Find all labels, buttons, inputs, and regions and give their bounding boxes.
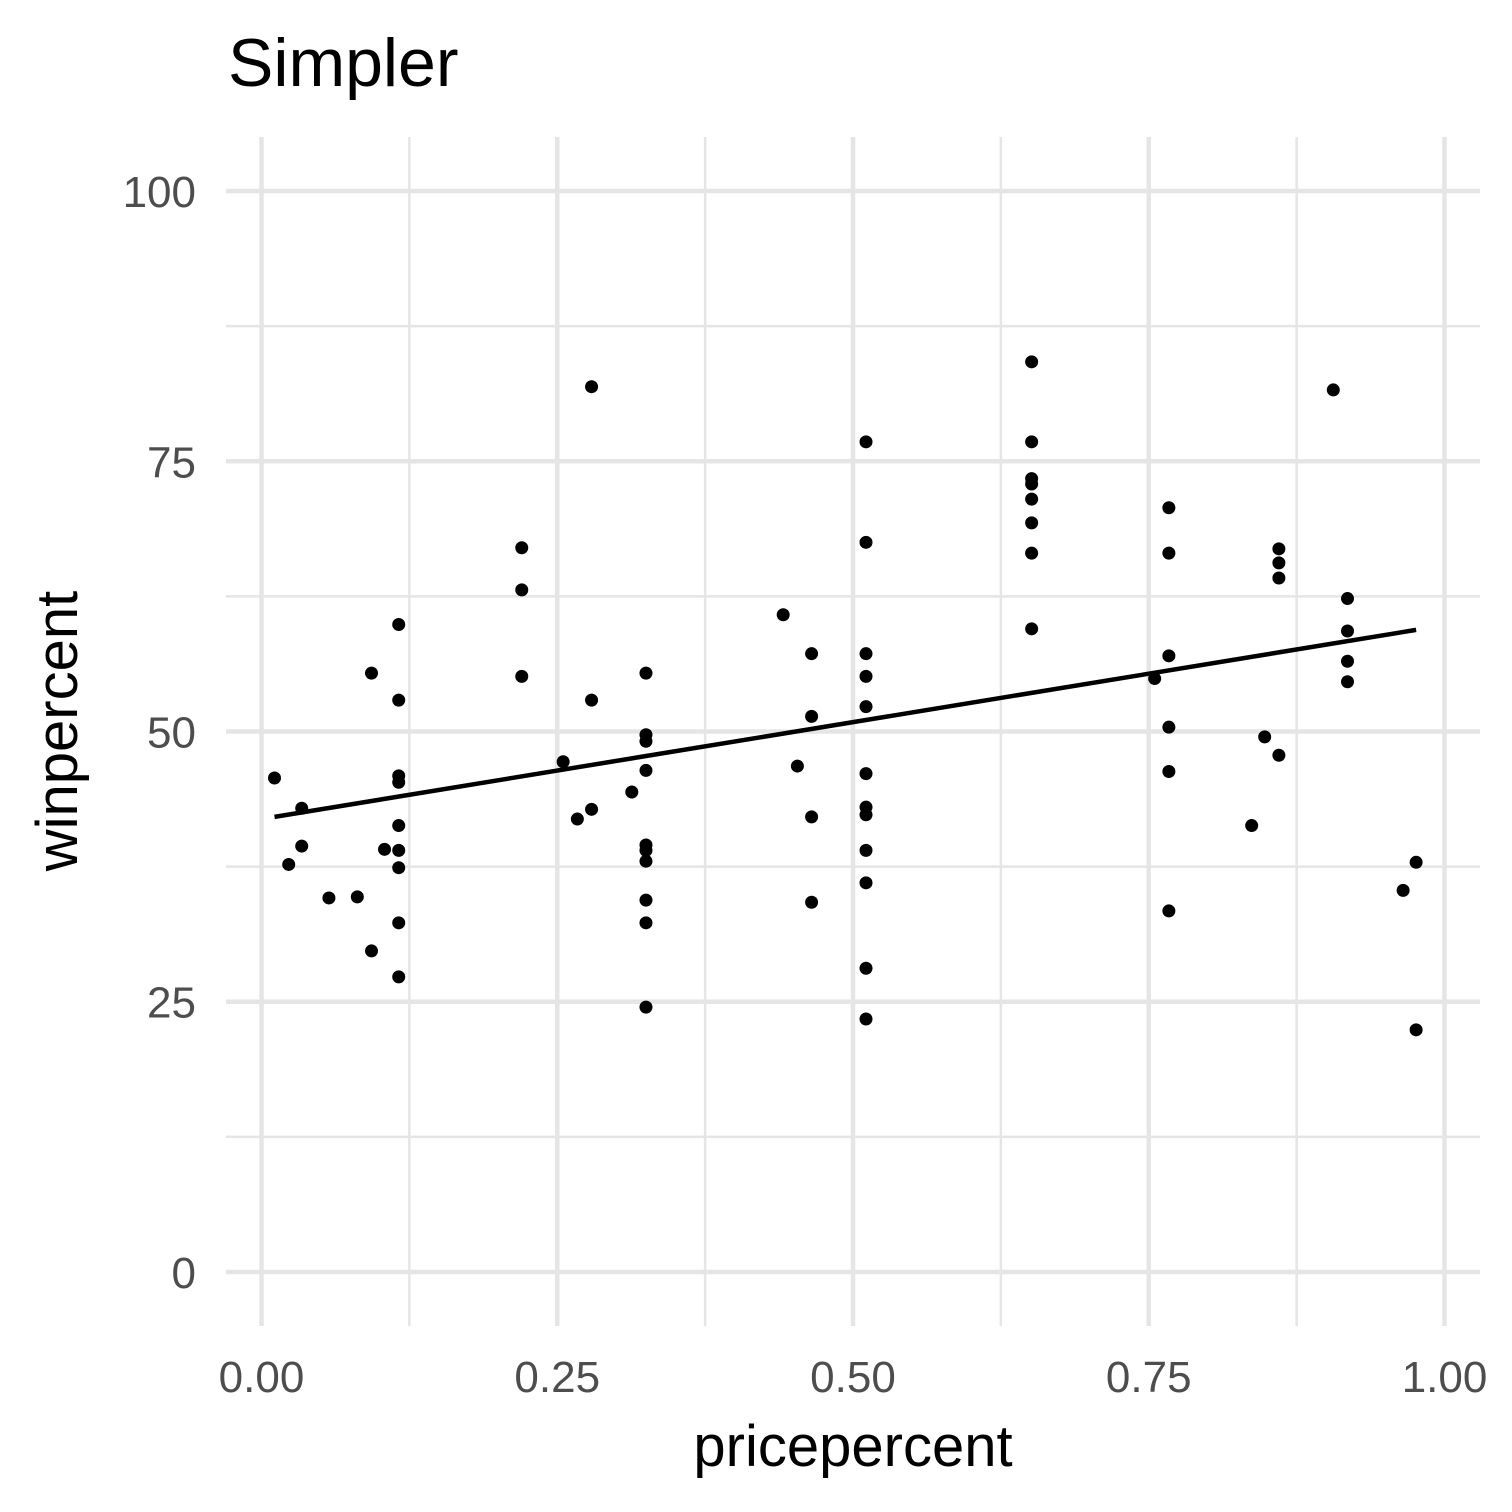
grid-lines <box>226 137 1480 1326</box>
data-point <box>515 541 529 555</box>
x-tick-label: 0.25 <box>514 1353 600 1402</box>
data-point <box>1162 904 1176 918</box>
data-point <box>639 1000 653 1014</box>
data-point <box>859 843 873 857</box>
x-axis-title: pricepercent <box>693 1414 1012 1479</box>
y-tick-labels: 0 25 50 75 100 <box>123 168 196 1298</box>
data-point <box>1025 492 1039 506</box>
data-point <box>1341 675 1355 689</box>
data-point <box>1025 355 1039 369</box>
data-point <box>1025 477 1039 491</box>
data-point <box>1162 501 1176 515</box>
data-point <box>859 808 873 822</box>
y-tick-label: 25 <box>147 979 196 1028</box>
data-point <box>282 857 296 871</box>
data-point <box>392 819 406 833</box>
data-point <box>639 843 653 857</box>
data-point <box>639 666 653 680</box>
y-axis-title: winpercent <box>25 591 90 872</box>
data-point <box>322 891 336 905</box>
data-point <box>365 944 379 958</box>
data-point <box>859 1012 873 1026</box>
data-point <box>639 734 653 748</box>
data-point <box>859 435 873 449</box>
data-point <box>1396 883 1410 897</box>
data-point <box>1162 764 1176 778</box>
data-point <box>1341 654 1355 668</box>
data-point <box>859 535 873 549</box>
data-point <box>1326 383 1340 397</box>
data-point <box>639 893 653 907</box>
regression-line-group <box>274 627 1417 820</box>
data-point <box>515 669 529 683</box>
data-point <box>776 608 790 622</box>
data-point <box>1409 1023 1423 1037</box>
data-point <box>859 647 873 661</box>
data-point <box>1025 435 1039 449</box>
data-point <box>378 842 392 856</box>
data-point <box>515 583 529 597</box>
y-tick-label: 50 <box>147 709 196 758</box>
data-point <box>392 916 406 930</box>
data-point <box>1272 748 1286 762</box>
data-point <box>1025 546 1039 560</box>
data-point <box>639 763 653 777</box>
data-point <box>1258 730 1272 744</box>
data-point <box>1025 516 1039 530</box>
data-point <box>805 647 819 661</box>
regression-line <box>274 627 1417 820</box>
data-point <box>639 854 653 868</box>
data-point <box>392 861 406 875</box>
x-tick-label: 0.50 <box>810 1353 896 1402</box>
data-point <box>1025 622 1039 636</box>
data-point <box>805 709 819 723</box>
data-point <box>365 666 379 680</box>
data-point <box>1272 542 1286 556</box>
data-point <box>1245 819 1259 833</box>
data-point <box>392 617 406 631</box>
data-point <box>585 380 599 394</box>
data-point <box>790 759 804 773</box>
data-point <box>1162 720 1176 734</box>
chart-title: Simpler <box>228 25 459 101</box>
x-tick-labels: 0.00 0.25 0.50 0.75 1.00 <box>219 1353 1488 1402</box>
data-point <box>859 669 873 683</box>
data-point <box>1409 855 1423 869</box>
data-points <box>268 355 1423 1037</box>
y-tick-label: 100 <box>123 168 196 217</box>
data-point <box>625 785 639 799</box>
data-point <box>859 876 873 890</box>
x-tick-label: 0.00 <box>219 1353 305 1402</box>
data-point <box>570 812 584 826</box>
data-point <box>859 767 873 781</box>
data-point <box>392 843 406 857</box>
data-point <box>295 839 309 853</box>
data-point <box>1162 649 1176 663</box>
data-point <box>1341 624 1355 638</box>
data-point <box>585 802 599 816</box>
data-point <box>859 961 873 975</box>
data-point <box>1341 592 1355 606</box>
x-tick-label: 0.75 <box>1106 1353 1192 1402</box>
data-point <box>392 693 406 707</box>
data-point <box>805 895 819 909</box>
data-point <box>639 916 653 930</box>
data-point <box>392 970 406 984</box>
data-point <box>556 755 570 769</box>
data-point <box>805 810 819 824</box>
data-point <box>392 775 406 789</box>
data-point <box>1162 546 1176 560</box>
y-tick-label: 0 <box>172 1249 196 1298</box>
data-point <box>859 700 873 714</box>
y-tick-label: 75 <box>147 438 196 487</box>
data-point <box>585 693 599 707</box>
data-point <box>1272 556 1286 570</box>
x-tick-label: 1.00 <box>1402 1353 1488 1402</box>
data-point <box>1272 571 1286 585</box>
data-point <box>268 771 282 785</box>
data-point <box>350 890 364 904</box>
